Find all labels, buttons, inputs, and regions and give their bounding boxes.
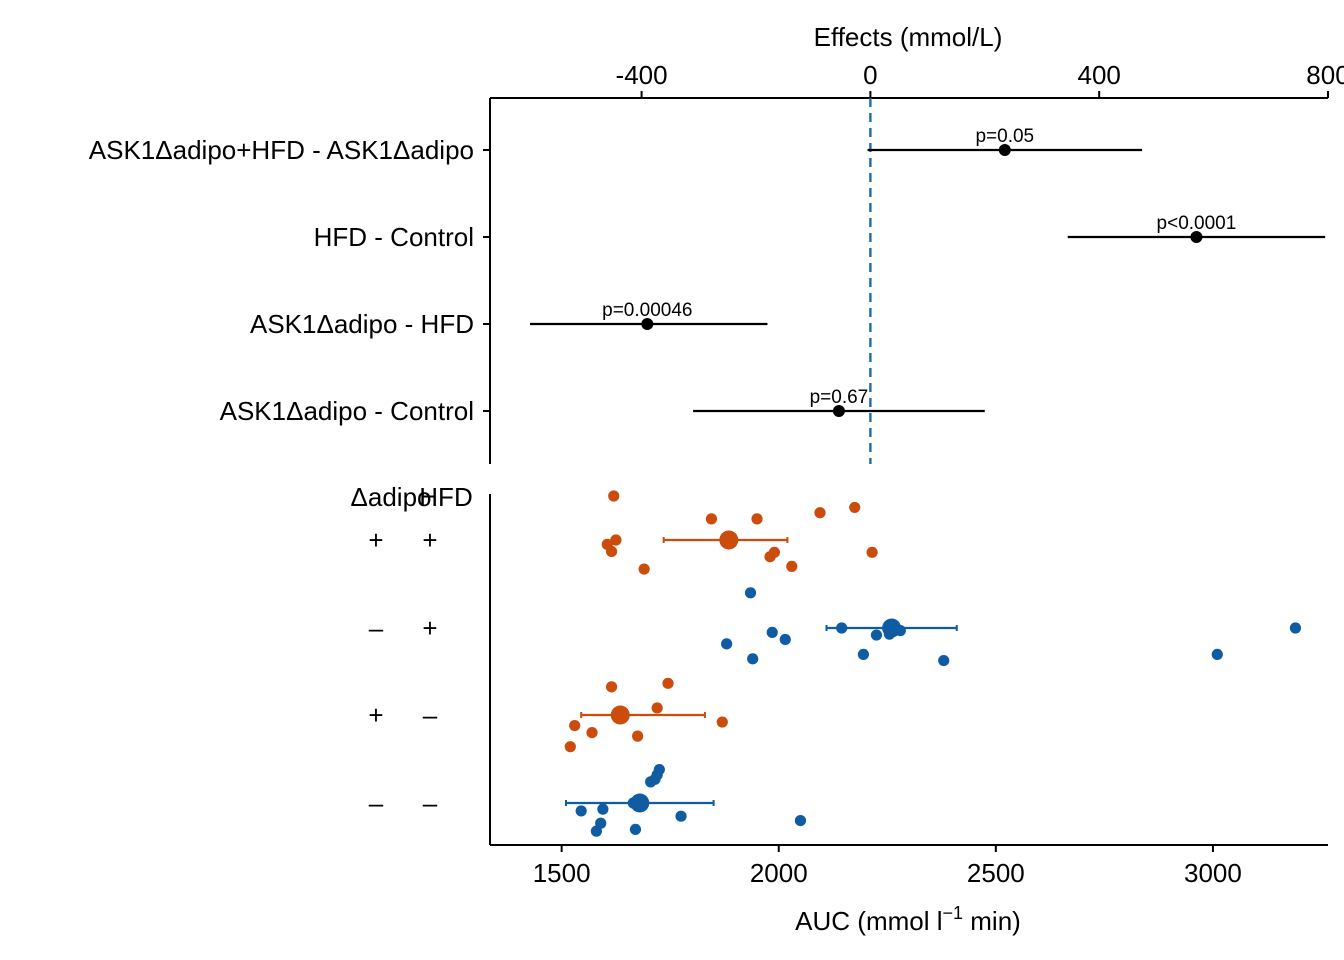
data-point <box>675 810 687 822</box>
data-point <box>610 534 622 546</box>
hfd-factor-sign: + <box>422 525 437 555</box>
effects-axis-title: Effects (mmol/L) <box>814 22 1003 52</box>
data-point <box>586 727 598 739</box>
auc-tick-label: 2000 <box>750 858 808 888</box>
data-point <box>938 654 950 667</box>
data-point <box>721 638 733 650</box>
auc-axis-ticks: 1500 2000 2500 3000 <box>533 845 1242 888</box>
adipo-factor-sign: – <box>369 788 384 818</box>
data-point <box>597 803 609 815</box>
group-mean-point <box>610 705 630 725</box>
data-point <box>590 825 602 837</box>
data-point <box>575 805 587 817</box>
comparison-marks: p=0.05 p<0.0001 p=0.00046 p=0.67 <box>530 126 1326 417</box>
comparison-labels: ASK1Δadipo+HFD - ASK1Δadipo HFD - Control… <box>89 135 490 426</box>
data-point <box>764 551 776 563</box>
data-point <box>747 653 759 665</box>
effects-tick-label: 0 <box>863 60 877 90</box>
hfd-factor-sign: – <box>423 700 438 730</box>
group-factor-signs: + + – + + – – – <box>368 525 437 818</box>
auc-axis-title: AUC (mmol l−1 min) <box>795 903 1021 936</box>
adipo-factor-sign: – <box>369 613 384 643</box>
comparison-estimate-point <box>998 144 1011 156</box>
data-point <box>569 719 581 732</box>
data-point <box>794 815 807 827</box>
comparison-estimate-point <box>1190 231 1203 243</box>
effects-panel: Effects (mmol/L) -400 0 400 800 ASK1Δadipo+… <box>89 22 1344 464</box>
data-point <box>629 823 642 836</box>
auc-axis-title-sup: −1 <box>943 903 964 923</box>
data-point <box>1289 622 1302 634</box>
auc-axis-title-end: min) <box>963 906 1021 936</box>
adipo-factor-sign: + <box>368 525 383 555</box>
data-point <box>605 681 618 693</box>
comparison-p-value: p=0.05 <box>975 126 1034 147</box>
comparison-p-value: p=0.67 <box>810 387 869 408</box>
data-point <box>1211 648 1223 661</box>
group-mean-point <box>719 530 739 550</box>
effects-tick-label: 800 <box>1306 60 1344 90</box>
data-point <box>608 490 620 502</box>
data-point <box>651 702 663 714</box>
data-point <box>638 563 650 575</box>
auc-tick-label: 3000 <box>1184 858 1242 888</box>
comparison-label: ASK1Δadipo+HFD - ASK1Δadipo <box>89 135 474 165</box>
data-point <box>849 501 861 514</box>
data-point <box>662 677 674 689</box>
comparison-estimate-point <box>641 318 654 330</box>
factor-header-adipo: Δadipo <box>351 482 432 512</box>
hfd-factor-sign: – <box>423 788 438 818</box>
auc-tick-label: 2500 <box>967 858 1025 888</box>
data-point <box>705 513 718 525</box>
data-point <box>605 545 618 558</box>
auc-axis-title-main: AUC (mmol l <box>795 906 942 936</box>
data-point <box>766 626 778 639</box>
effects-tick-label: -400 <box>616 60 668 90</box>
comparison-p-value: p<0.0001 <box>1157 213 1237 234</box>
comparison-label: HFD - Control <box>314 222 474 252</box>
data-point <box>564 741 576 753</box>
data-point <box>744 587 757 599</box>
comparison-label: ASK1Δadipo - HFD <box>250 309 474 339</box>
effects-axis-ticks: -400 0 400 800 <box>616 60 1344 98</box>
data-point <box>866 546 878 558</box>
group-mean-point <box>630 793 650 813</box>
data-point <box>814 507 826 519</box>
data-point <box>779 633 791 646</box>
auc-panel: Δadipo HFD + + – + + – – – 1500 2000 2500 3000 AUC… <box>351 482 1328 936</box>
data-point <box>786 560 798 573</box>
hfd-factor-sign: + <box>422 613 437 643</box>
data-point <box>716 716 728 728</box>
data-point <box>870 629 883 641</box>
data-point <box>751 513 763 525</box>
group-marks <box>564 490 1302 837</box>
data-point <box>632 730 644 742</box>
data-point <box>645 776 657 788</box>
effects-tick-label: 400 <box>1077 60 1120 90</box>
comparison-estimate-point <box>832 405 845 417</box>
comparison-label: ASK1Δadipo - Control <box>220 396 474 426</box>
group-mean-point <box>882 618 902 638</box>
data-point <box>857 648 870 661</box>
comparison-p-value: p=0.00046 <box>602 300 692 321</box>
adipo-factor-sign: + <box>368 700 383 730</box>
auc-tick-label: 1500 <box>533 858 591 888</box>
factor-header-hfd: HFD <box>419 482 472 512</box>
